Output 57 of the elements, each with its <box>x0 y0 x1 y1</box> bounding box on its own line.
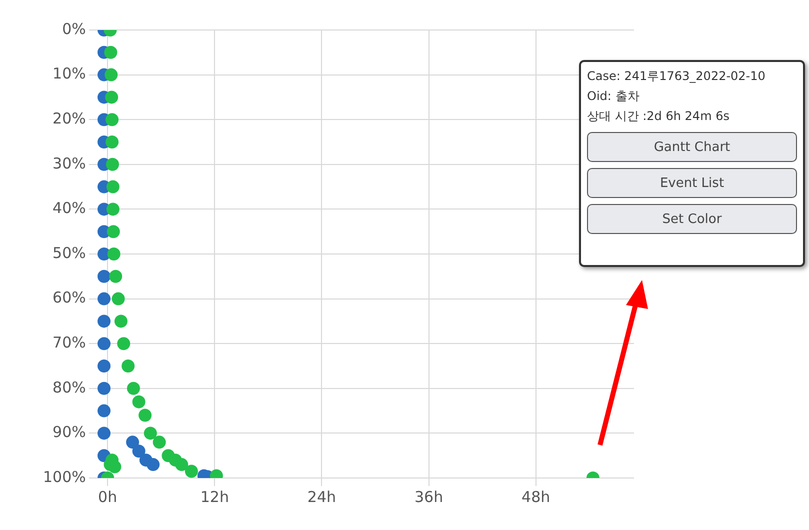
point <box>132 395 146 408</box>
x-tick-label: 48h <box>522 488 550 506</box>
x-tick-label: 12h <box>200 488 229 506</box>
x-tick-label: 36h <box>414 488 444 506</box>
point <box>112 292 125 306</box>
point <box>126 382 140 395</box>
point <box>98 292 111 306</box>
point <box>109 270 122 283</box>
point <box>98 404 111 418</box>
point <box>117 337 130 350</box>
point <box>114 314 128 328</box>
annotation: Case: 241루1763_2022-02-10 <box>587 68 766 85</box>
y-tick-label: 60% <box>52 288 86 307</box>
button[interactable]: Event List <box>587 168 797 198</box>
point <box>98 426 111 440</box>
y-tick-label: 30% <box>52 154 86 172</box>
y-tick-label: 20% <box>52 109 86 128</box>
y-tick-label: 10% <box>52 64 86 83</box>
point <box>126 436 140 449</box>
point <box>98 337 111 350</box>
annotation: 상대 시간 :2d 6h 24m 6s <box>587 108 730 125</box>
point <box>104 68 118 82</box>
point <box>104 46 118 59</box>
point <box>106 202 120 216</box>
point <box>106 225 120 238</box>
y-tick-label: 40% <box>52 199 86 218</box>
point <box>175 458 188 472</box>
point <box>144 426 157 440</box>
point <box>146 458 160 472</box>
button[interactable]: Gantt Chart <box>587 132 797 162</box>
point <box>106 158 119 171</box>
point <box>152 436 166 449</box>
button[interactable]: Set Color <box>587 204 797 234</box>
point <box>122 360 135 372</box>
annotation: Oid: 출차 <box>587 88 640 105</box>
y-tick-label: 70% <box>52 333 86 352</box>
point <box>98 270 111 283</box>
point <box>132 444 146 458</box>
point <box>184 464 198 478</box>
point <box>138 408 152 422</box>
point <box>105 90 118 104</box>
point <box>98 382 111 395</box>
point <box>106 180 120 194</box>
y-tick-label: 90% <box>52 423 86 442</box>
x-tick-label: 0h <box>98 488 118 506</box>
x-tick-label: 24h <box>307 488 336 506</box>
y-tick-label: 0% <box>62 20 86 38</box>
y-tick-label: 50% <box>52 244 86 262</box>
point <box>106 136 119 148</box>
point <box>107 248 120 260</box>
point <box>108 460 122 474</box>
point <box>98 314 111 328</box>
point <box>106 113 119 126</box>
popup-menu: Case: 241루1763_2022-02-10 Oid: 출차 상대 시간 :2d 6h 24m 6s Gantt Chart Event List Set Color <box>579 60 805 267</box>
point <box>98 360 111 372</box>
y-tick-label: 100% <box>42 468 86 486</box>
y-tick-label: 80% <box>52 378 86 396</box>
